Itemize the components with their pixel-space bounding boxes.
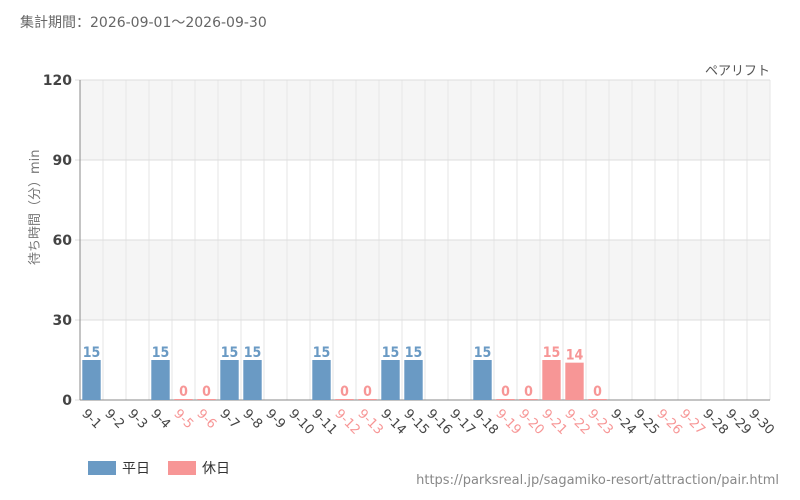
x-tick-label: 9-1 [78,406,104,432]
y-tick-label: 120 [43,73,72,89]
bar-value-label: 0 [363,384,372,400]
x-tick-label: 9-7 [216,406,242,432]
bar-value-label: 0 [179,384,188,400]
legend-item-weekday: 平日 [88,458,150,478]
y-tick-label: 90 [53,153,73,169]
bar-value-label: 15 [474,345,492,361]
chart-subtitle: ペアリフト [704,64,770,79]
x-tick-label: 9-6 [193,406,219,432]
bar-value-label: 15 [405,345,423,361]
y-tick-label: 60 [53,233,73,249]
bar-value-label: 15 [543,345,561,361]
x-tick-label: 9-4 [147,406,173,432]
bar [174,399,193,400]
bar [542,360,561,400]
source-url: https://parksreal.jp/sagamiko-resort/att… [416,473,779,488]
bar [588,399,607,400]
period-label: 集計期間：2026-09-01～2026-09-30 [20,15,267,31]
bar [82,360,101,400]
x-tick-label: 9-10 [285,406,316,437]
bar [197,399,216,400]
bar [565,362,584,400]
bar-value-label: 15 [313,345,331,361]
legend-label-weekday: 平日 [122,461,150,477]
bar-value-label: 15 [83,345,101,361]
legend-label-holiday: 休日 [202,461,230,477]
x-tick-label: 9-3 [124,406,150,432]
bar [519,399,538,400]
legend: 平日 休日 [88,458,230,478]
bar-value-label: 0 [340,384,349,400]
x-tick-label: 9-5 [170,406,196,432]
bar-value-label: 0 [501,384,510,400]
bar [381,360,400,400]
legend-swatch-weekday [88,461,116,475]
y-tick-label: 0 [62,393,72,409]
bar [473,360,492,400]
bar [335,399,354,400]
bar-value-label: 0 [593,384,602,400]
bar [243,360,262,400]
bar [151,360,170,400]
x-tick-label: 9-8 [239,406,265,432]
bar-value-label: 0 [202,384,211,400]
y-tick-label: 30 [53,313,73,329]
bar [496,399,515,400]
bar [312,360,331,400]
bar-value-label: 14 [566,348,584,364]
legend-item-holiday: 休日 [168,458,230,478]
bar-value-label: 15 [152,345,170,361]
legend-swatch-holiday [168,461,196,475]
x-tick-label: 9-2 [101,406,127,432]
bar-value-label: 15 [244,345,262,361]
x-tick-label: 9-9 [262,406,288,432]
bar-value-label: 15 [382,345,400,361]
bar [404,360,423,400]
bar [220,360,239,400]
bar [358,399,377,400]
bar-value-label: 15 [221,345,239,361]
bar-value-label: 0 [524,384,533,400]
